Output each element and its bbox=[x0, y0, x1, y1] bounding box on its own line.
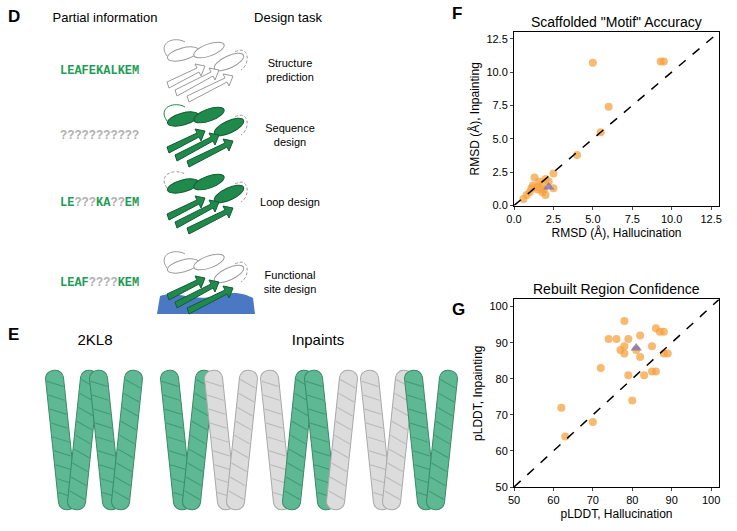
svg-text:60: 60 bbox=[496, 445, 508, 457]
svg-text:80: 80 bbox=[496, 373, 508, 385]
svg-text:pLDDT, Inpainting: pLDDT, Inpainting bbox=[471, 346, 485, 441]
svg-text:pLDDT, Hallucination: pLDDT, Hallucination bbox=[560, 507, 672, 521]
svg-text:100: 100 bbox=[702, 494, 720, 506]
svg-text:100: 100 bbox=[489, 300, 507, 312]
svg-text:LE???KA??EM: LE???KA??EM bbox=[60, 196, 139, 210]
svg-text:Inpaints: Inpaints bbox=[292, 331, 345, 348]
svg-text:80: 80 bbox=[626, 494, 638, 506]
svg-text:0.0: 0.0 bbox=[506, 213, 521, 225]
svg-text:70: 70 bbox=[587, 494, 599, 506]
svg-text:LEAFEKALKEM: LEAFEKALKEM bbox=[60, 64, 139, 78]
svg-text:2.5: 2.5 bbox=[493, 166, 508, 178]
svg-text:7.5: 7.5 bbox=[493, 99, 508, 111]
svg-text:70: 70 bbox=[496, 409, 508, 421]
svg-text:Sequence: Sequence bbox=[265, 122, 315, 134]
svg-text:RMSD (Å), Inpainting: RMSD (Å), Inpainting bbox=[467, 62, 482, 175]
svg-text:Partial information: Partial information bbox=[53, 10, 158, 25]
svg-text:Loop design: Loop design bbox=[260, 196, 320, 208]
svg-text:???????????: ??????????? bbox=[60, 129, 139, 143]
svg-text:50: 50 bbox=[496, 481, 508, 493]
svg-text:10.0: 10.0 bbox=[661, 213, 682, 225]
svg-text:design: design bbox=[274, 136, 306, 148]
svg-text:12.5: 12.5 bbox=[486, 33, 507, 45]
svg-text:50: 50 bbox=[508, 494, 520, 506]
svg-text:5.0: 5.0 bbox=[493, 133, 508, 145]
svg-text:Scaffolded "Motif" Accuracy: Scaffolded "Motif" Accuracy bbox=[531, 14, 702, 30]
svg-text:2KL8: 2KL8 bbox=[77, 331, 112, 348]
svg-text:60: 60 bbox=[547, 494, 559, 506]
svg-text:site design: site design bbox=[264, 283, 317, 295]
svg-text:2.5: 2.5 bbox=[546, 213, 561, 225]
svg-text:90: 90 bbox=[496, 337, 508, 349]
svg-text:5.0: 5.0 bbox=[585, 213, 600, 225]
svg-text:D: D bbox=[8, 7, 20, 26]
svg-text:7.5: 7.5 bbox=[625, 213, 640, 225]
svg-text:Rebuilt Region Confidence: Rebuilt Region Confidence bbox=[533, 281, 700, 297]
html-text:G: G bbox=[452, 300, 466, 319]
svg-text:Design task: Design task bbox=[254, 10, 322, 25]
svg-text:LEAF????KEM: LEAF????KEM bbox=[60, 276, 139, 290]
svg-text:E: E bbox=[8, 325, 19, 344]
svg-text:prediction: prediction bbox=[266, 71, 314, 83]
svg-text:0.0: 0.0 bbox=[493, 199, 508, 211]
svg-text:12.5: 12.5 bbox=[700, 213, 721, 225]
svg-text:Functional: Functional bbox=[265, 269, 316, 281]
html-text:F: F bbox=[452, 4, 463, 23]
svg-text:90: 90 bbox=[666, 494, 678, 506]
svg-text:10.0: 10.0 bbox=[486, 66, 507, 78]
svg-text:RMSD (Å), Hallucination: RMSD (Å), Hallucination bbox=[551, 225, 681, 240]
svg-text:Structure: Structure bbox=[268, 57, 313, 69]
